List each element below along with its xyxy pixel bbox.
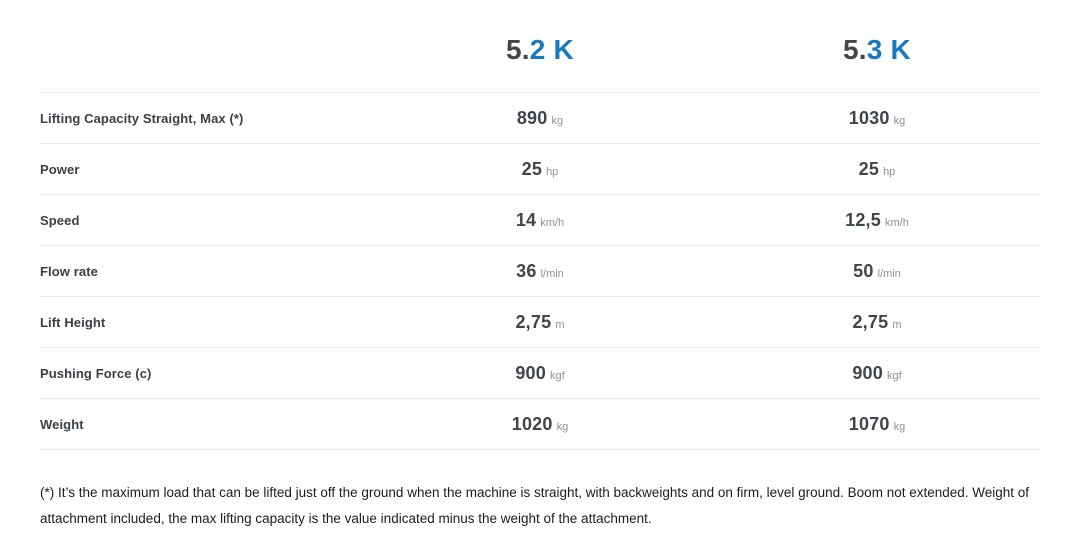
value-cell: 900 kgf [714,363,1040,384]
value-cell: 50 l/min [714,261,1040,282]
value-number: 2,75 [515,311,552,332]
value-number: 25 [521,158,543,179]
value-unit: kgf [886,369,902,382]
value-cell: 2,75 m [366,312,714,333]
model-name-highlight: 2 K [529,34,574,65]
row-label: Power [40,161,80,177]
value-cell: 890 kg [366,108,714,129]
row-label: Speed [40,212,80,228]
value-cell: 1070 kg [714,414,1040,435]
value-unit: kg [551,114,564,127]
model-name-prefix: 5. [506,34,530,65]
value-number: 14 [515,209,537,230]
value-unit: hp [883,165,896,178]
value-number: 890 [516,107,548,128]
value-number: 1030 [848,107,890,128]
value-unit: kg [893,420,906,433]
value-cell: 12,5 km/h [714,210,1040,231]
value-unit: kg [556,420,569,433]
table-row-pushing-force: Pushing Force (c) 900 kgf 900 kgf [40,348,1040,399]
value-cell: 25 hp [366,159,714,180]
value-number: 12,5 [845,209,881,230]
row-label: Pushing Force (c) [40,365,152,381]
spec-comparison-table: 5.2 K 5.3 K Lifting Capacity Straight, M… [40,0,1040,526]
value-unit: kg [893,114,906,127]
row-label: Weight [40,416,84,432]
value-cell: 25 hp [714,159,1040,180]
table-row-lift-height: Lift Height 2,75 m 2,75 m [40,297,1040,348]
model-name-prefix: 5. [843,34,867,65]
value-unit: km/h [884,216,909,229]
table-row-speed: Speed 14 km/h 12,5 km/h [40,195,1040,246]
row-label: Lifting Capacity Straight, Max (*) [40,110,244,126]
value-unit: m [892,318,902,331]
value-number: 25 [858,158,880,179]
table-row-lifting-capacity: Lifting Capacity Straight, Max (*) 890 kg… [40,93,1040,144]
value-unit: l/min [540,267,564,280]
footnote-text: (*) It’s the maximum load that can be li… [40,485,1030,526]
row-label: Flow rate [40,263,98,279]
table-row-flow-rate: Flow rate 36 l/min 50 l/min [40,246,1040,297]
value-unit: km/h [540,216,565,229]
table-row-power: Power 25 hp 25 hp [40,144,1040,195]
table-row-weight: Weight 1020 kg 1070 kg [40,399,1040,450]
column-header-model-5-2k: 5.2 K [366,34,714,66]
value-number: 50 [853,260,874,281]
value-number: 900 [515,362,546,383]
value-cell: 1020 kg [366,414,714,435]
value-unit: kgf [549,369,565,382]
column-header-model-5-3k: 5.3 K [714,34,1040,66]
value-cell: 2,75 m [714,312,1040,333]
value-number: 1070 [848,413,890,434]
row-label: Lift Height [40,314,106,330]
value-cell: 900 kgf [366,363,714,384]
value-unit: l/min [877,267,901,280]
value-cell: 1030 kg [714,108,1040,129]
value-cell: 14 km/h [366,210,714,231]
value-number: 2,75 [852,311,889,332]
value-unit: m [555,318,565,331]
value-number: 1020 [511,413,553,434]
value-number: 36 [516,260,537,281]
value-unit: hp [546,165,559,178]
table-header-row: 5.2 K 5.3 K [40,0,1040,93]
value-cell: 36 l/min [366,261,714,282]
value-number: 900 [852,362,883,383]
model-name-highlight: 3 K [866,34,911,65]
